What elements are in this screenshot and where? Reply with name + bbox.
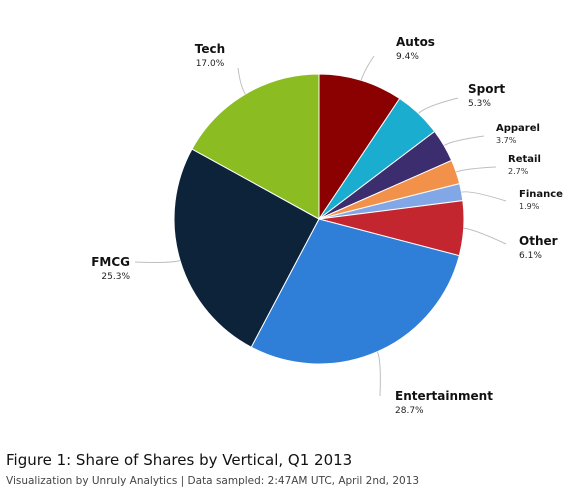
slice-value-finance: 1.9% — [519, 202, 540, 211]
slice-value-autos: 9.4% — [396, 52, 419, 62]
leader-lines — [134, 55, 507, 397]
figure-caption-title: Figure 1: Share of Shares by Vertical, Q… — [6, 451, 353, 469]
slice-label-retail: Retail — [508, 154, 541, 165]
slice-value-fmcg: 25.3% — [101, 272, 130, 282]
slice-label-autos: Autos — [396, 35, 435, 49]
slice-label-fmcg: FMCG — [91, 255, 130, 269]
pie-chart: Autos 9.4% Sport 5.3% Apparel 3.7% Retail 2.7% F… — [91, 35, 563, 416]
leader-line-tech — [237, 67, 246, 95]
slice-value-other: 6.1% — [519, 251, 542, 261]
pie-slice-entertainment — [250, 218, 460, 365]
leader-line-retail — [455, 166, 497, 173]
slice-value-tech: 17.0% — [196, 59, 225, 69]
slice-value-retail: 2.7% — [508, 167, 529, 176]
leader-line-entertainment — [376, 351, 381, 397]
slice-labels: Autos 9.4% Sport 5.3% Apparel 3.7% Retail 2.7% F… — [91, 35, 563, 416]
leader-line-sport — [418, 97, 459, 114]
pie-slice-fmcg — [173, 148, 320, 348]
slice-label-finance: Finance — [519, 189, 563, 200]
slice-label-apparel: Apparel — [496, 123, 540, 134]
leader-line-autos — [360, 55, 375, 81]
slice-value-apparel: 3.7% — [496, 136, 517, 145]
slice-label-other: Other — [519, 234, 558, 248]
pie-slices — [173, 73, 465, 365]
slice-label-entertainment: Entertainment — [395, 389, 493, 403]
leader-line-finance — [461, 191, 507, 202]
slice-value-entertainment: 28.7% — [395, 406, 424, 416]
slice-value-sport: 5.3% — [468, 99, 491, 109]
pie-slice-autos — [318, 73, 401, 221]
slice-label-sport: Sport — [468, 82, 505, 96]
slice-label-tech: Tech — [195, 42, 225, 56]
figure-caption-subtitle: Visualization by Unruly Analytics | Data… — [6, 475, 420, 487]
leader-line-fmcg — [134, 260, 181, 263]
leader-line-apparel — [443, 135, 485, 146]
leader-line-other — [463, 227, 507, 245]
